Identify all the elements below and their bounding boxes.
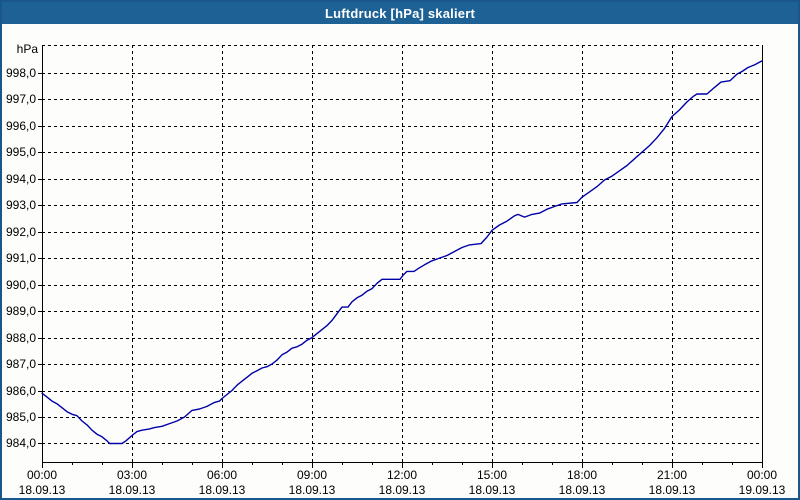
y-tick-label: 993,0 [6, 198, 36, 212]
x-tick-time-label: 12:00 [387, 468, 417, 482]
x-tick-date-label: 18.09.13 [469, 483, 516, 497]
window-title: Luftdruck [hPa] skaliert [325, 5, 475, 21]
y-axis-unit-label: hPa [17, 42, 39, 56]
x-tick-time-label: 03:00 [117, 468, 147, 482]
grid-lines [42, 45, 762, 462]
y-tick-label: 994,0 [6, 172, 36, 186]
x-axis-labels: 00:0018.09.1303:0018.09.1306:0018.09.130… [19, 462, 786, 497]
x-tick-date-label: 18.09.13 [379, 483, 426, 497]
x-tick-time-label: 06:00 [207, 468, 237, 482]
y-tick-label: 997,0 [6, 92, 36, 106]
x-tick-date-label: 18.09.13 [199, 483, 246, 497]
y-tick-label: 992,0 [6, 225, 36, 239]
x-tick-date-label: 19.09.13 [739, 483, 786, 497]
y-tick-label: 998,0 [6, 66, 36, 80]
x-tick-date-label: 18.09.13 [559, 483, 606, 497]
y-tick-label: 987,0 [6, 357, 36, 371]
x-tick-time-label: 15:00 [477, 468, 507, 482]
y-tick-label: 990,0 [6, 278, 36, 292]
x-tick-time-label: 18:00 [567, 468, 597, 482]
y-tick-label: 986,0 [6, 384, 36, 398]
x-tick-time-label: 00:00 [27, 468, 57, 482]
y-tick-label: 996,0 [6, 119, 36, 133]
y-tick-label: 985,0 [6, 410, 36, 424]
x-tick-time-label: 09:00 [297, 468, 327, 482]
chart-area: 984,0 985,0 986,0 987,0 988,0 989,0 990,0 991,0… [4, 26, 798, 498]
y-tick-label: 995,0 [6, 145, 36, 159]
pressure-chart: 984,0 985,0 986,0 987,0 988,0 989,0 990,0 991,0… [6, 42, 786, 497]
x-tick-date-label: 18.09.13 [649, 483, 696, 497]
y-axis-labels: 984,0 985,0 986,0 987,0 988,0 989,0 990,0 991,0… [6, 42, 42, 450]
y-tick-label: 984,0 [6, 436, 36, 450]
titlebar: Luftdruck [hPa] skaliert [2, 2, 798, 24]
x-tick-date-label: 18.09.13 [289, 483, 336, 497]
x-tick-time-label: 00:00 [747, 468, 777, 482]
y-tick-label: 991,0 [6, 251, 36, 265]
x-tick-date-label: 18.09.13 [19, 483, 66, 497]
x-tick-date-label: 18.09.13 [109, 483, 156, 497]
x-tick-time-label: 21:00 [657, 468, 687, 482]
y-tick-label: 989,0 [6, 304, 36, 318]
y-tick-label: 988,0 [6, 331, 36, 345]
series-line-luftdruck [41, 60, 763, 445]
